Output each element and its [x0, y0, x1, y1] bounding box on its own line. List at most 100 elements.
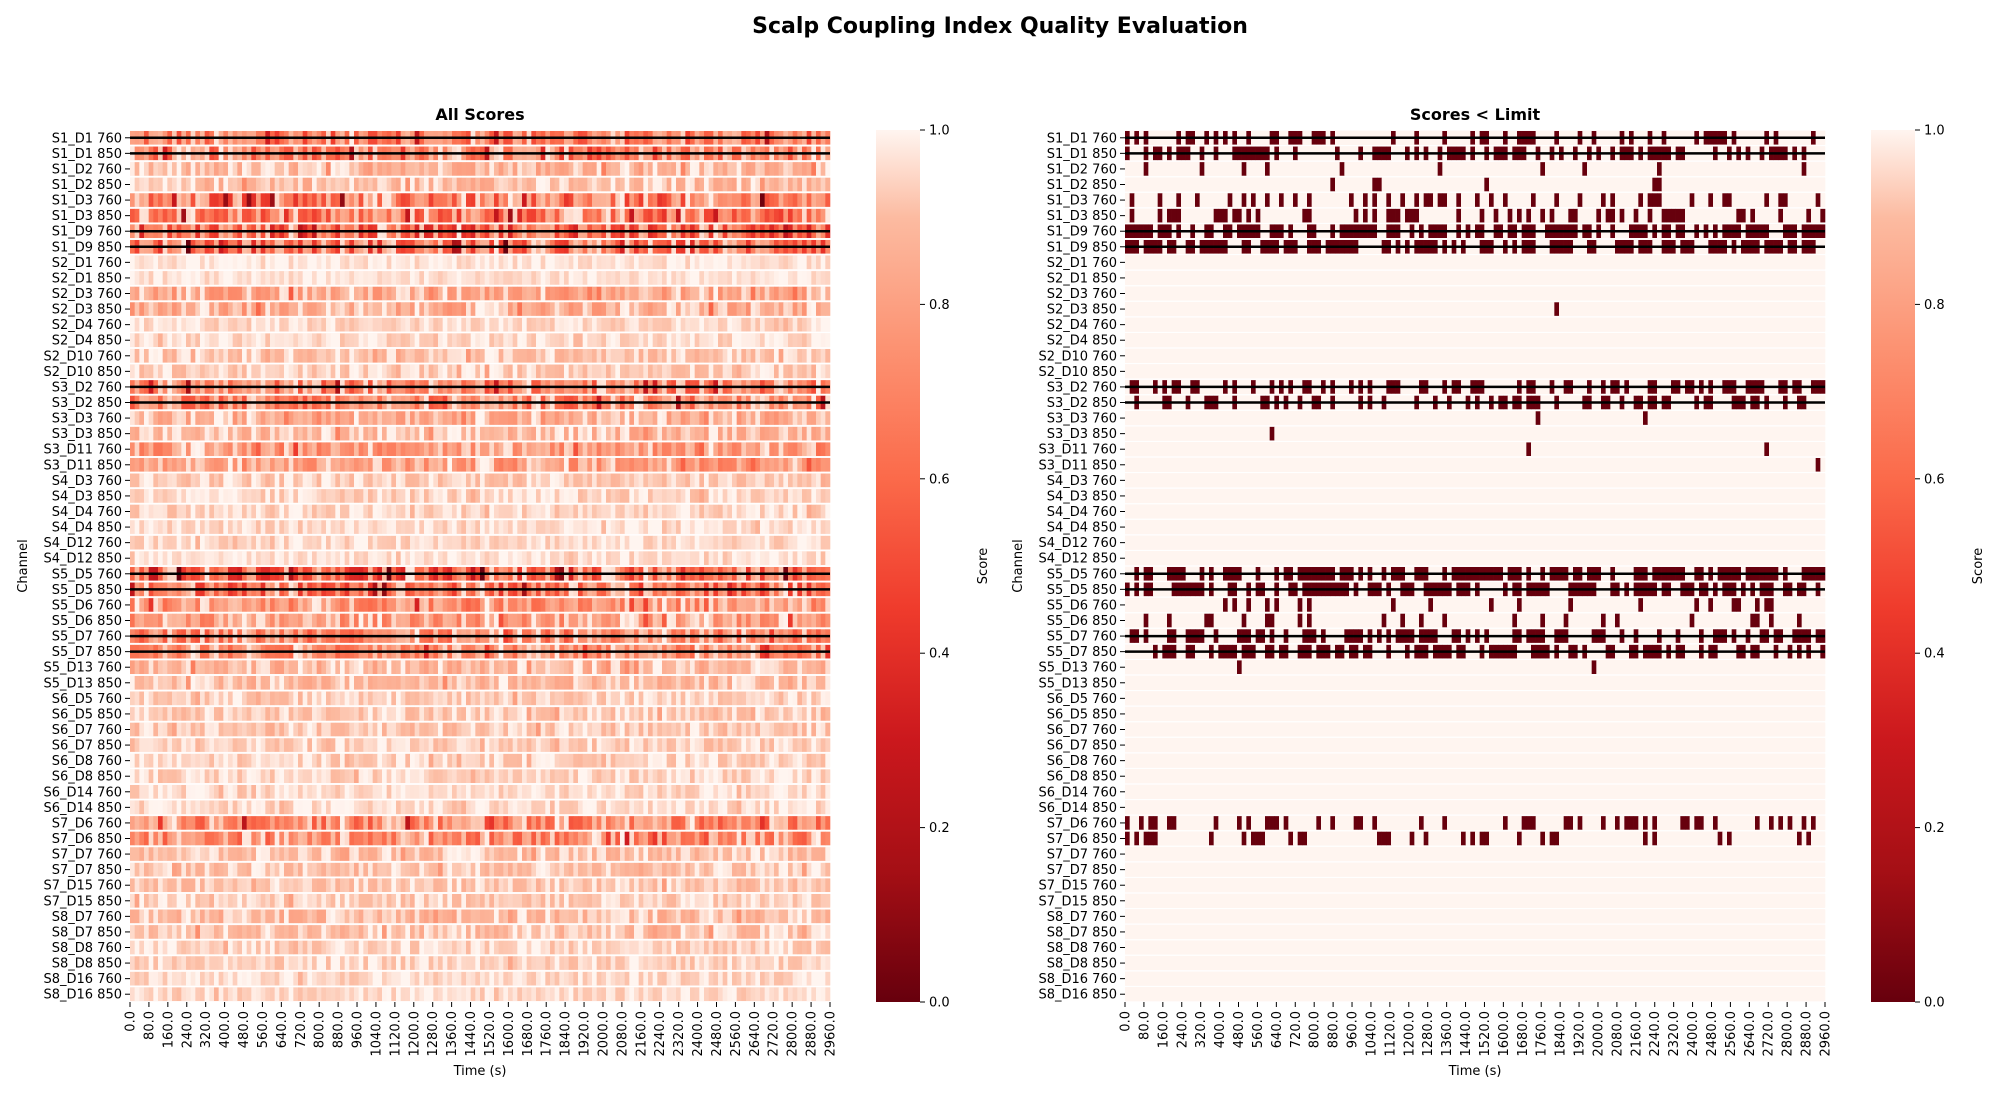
heatmap-cell	[228, 255, 233, 270]
heatmap-cell	[265, 551, 271, 565]
heatmap-cell	[643, 520, 649, 534]
heatmap-cell	[153, 551, 159, 565]
heatmap-cell	[139, 271, 145, 285]
heatmap-cell	[727, 426, 733, 441]
heatmap-cell	[176, 520, 182, 534]
heatmap-cell	[288, 613, 294, 628]
heatmap-cell	[316, 317, 322, 332]
heatmap-cell	[671, 255, 677, 270]
heatmap-cell	[680, 271, 686, 285]
heatmap-cell	[153, 162, 159, 176]
heatmap-cell	[372, 302, 378, 316]
heatmap-cell	[550, 333, 555, 347]
heatmap-cell	[330, 613, 336, 628]
heatmap-cell	[624, 255, 630, 270]
heatmap-cell	[228, 193, 233, 207]
heatmap-cell	[144, 333, 149, 347]
heatmap-cell	[741, 442, 747, 456]
heatmap-cell	[419, 286, 425, 301]
heatmap-cell	[736, 364, 742, 379]
heatmap-cell	[382, 177, 387, 192]
heatmap-cell	[676, 286, 681, 301]
heatmap-cell	[638, 473, 644, 488]
heatmap-cell	[699, 271, 705, 285]
heatmap-cell	[662, 208, 667, 223]
heatmap-cell	[564, 458, 569, 472]
heatmap-cell	[475, 317, 481, 332]
heatmap-cell	[153, 333, 159, 347]
heatmap-cell	[456, 458, 462, 472]
heatmap-cell	[694, 520, 700, 534]
heatmap-cell	[242, 302, 247, 316]
heatmap-cell	[629, 598, 635, 612]
heatmap-cell	[498, 520, 504, 534]
heatmap-cell	[456, 364, 462, 379]
heatmap-cell	[802, 333, 807, 347]
heatmap-cell	[508, 286, 513, 301]
heatmap-cell	[144, 302, 149, 316]
heatmap-cell	[167, 520, 173, 534]
heatmap-cell	[638, 162, 644, 176]
heatmap-cell	[545, 286, 551, 301]
heatmap-cell	[354, 473, 359, 488]
heatmap-cell	[442, 302, 448, 316]
heatmap-cell	[652, 162, 658, 176]
heatmap-cell	[396, 364, 401, 379]
heatmap-cell	[545, 177, 551, 192]
heatmap-cell	[307, 489, 313, 503]
heatmap-cell	[209, 333, 215, 347]
heatmap-cell	[237, 411, 243, 425]
heatmap-cell	[746, 255, 751, 270]
heatmap-cell	[200, 208, 205, 223]
heatmap-cell	[316, 411, 322, 425]
heatmap-cell	[153, 193, 159, 207]
heatmap-cell	[820, 458, 826, 472]
heatmap-cell	[228, 208, 233, 223]
heatmap-cell	[480, 162, 485, 176]
heatmap-cell	[274, 193, 280, 207]
heatmap-cell	[526, 504, 532, 519]
heatmap-cell	[475, 535, 481, 550]
heatmap-cell	[666, 411, 672, 425]
heatmap-cell	[657, 613, 663, 628]
heatmap-cell	[769, 504, 775, 519]
heatmap-cell	[298, 411, 303, 425]
heatmap-cell	[718, 426, 723, 441]
heatmap-cell	[643, 504, 649, 519]
heatmap-cell	[312, 286, 317, 301]
heatmap-cell	[540, 333, 546, 347]
heatmap-cell	[666, 302, 672, 316]
heatmap-cell	[228, 162, 233, 176]
heatmap-cell	[713, 333, 719, 347]
heatmap-cell	[778, 551, 784, 565]
heatmap-cell	[606, 458, 611, 472]
heatmap-cell	[447, 208, 453, 223]
heatmap-cell	[792, 333, 798, 347]
heatmap-cell	[540, 473, 546, 488]
heatmap-cell	[139, 458, 145, 472]
heatmap-cell	[634, 458, 639, 472]
heatmap-cell	[508, 162, 513, 176]
heatmap-cell	[783, 302, 789, 316]
heatmap-cell	[391, 489, 397, 503]
heatmap-cell	[676, 302, 681, 316]
heatmap-cell	[694, 442, 700, 456]
heatmap-cell	[788, 162, 793, 176]
heatmap-cell	[279, 458, 285, 472]
heatmap-cell	[242, 613, 247, 628]
heatmap-cell	[284, 317, 289, 332]
heatmap-cell	[144, 411, 149, 425]
heatmap-cell	[419, 177, 425, 192]
heatmap-cell	[764, 520, 770, 534]
heatmap-cell	[251, 473, 257, 488]
heatmap-cell	[806, 442, 812, 456]
heatmap-cell	[321, 442, 327, 456]
heatmap-cell	[218, 613, 224, 628]
heatmap-cell	[690, 489, 695, 503]
heatmap-cell	[330, 426, 336, 441]
heatmap-cell	[410, 193, 415, 207]
heatmap-cell	[522, 255, 527, 270]
heatmap-cell	[344, 442, 350, 456]
heatmap-cell	[596, 520, 602, 534]
heatmap-cell	[396, 473, 401, 488]
